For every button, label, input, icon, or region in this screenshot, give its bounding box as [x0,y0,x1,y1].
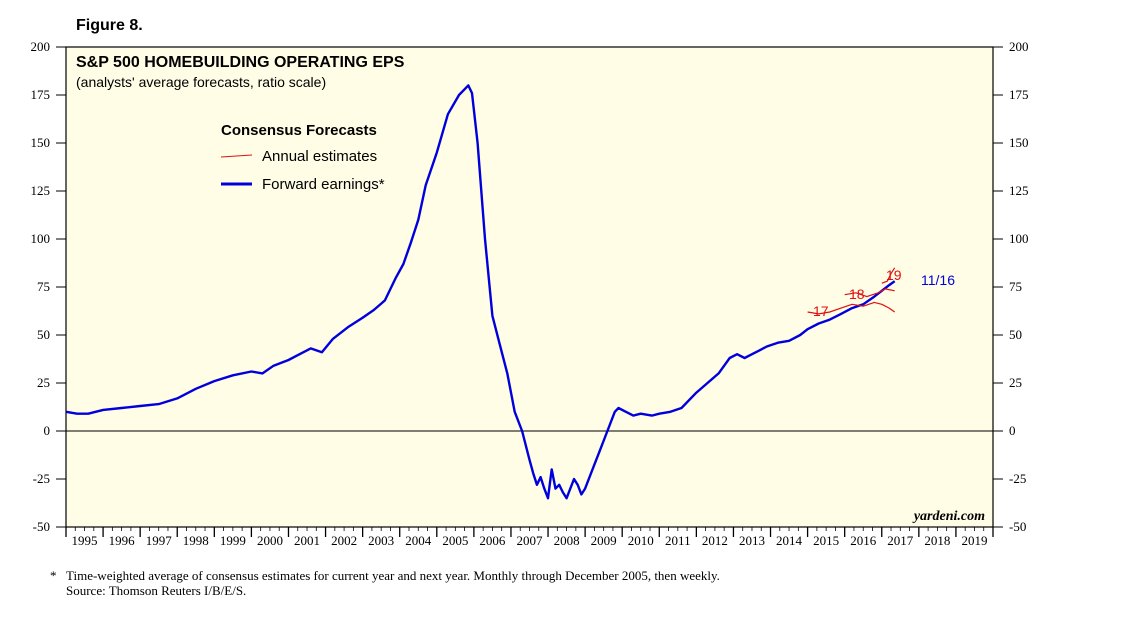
x-tick-label: 2000 [257,533,283,548]
series-line-annual-17 [807,301,896,315]
label-annual-19: 19 [886,267,902,283]
y-tick-label-left: 150 [31,135,51,150]
footnote-line: * Time-weighted average of consensus esti… [50,568,1050,583]
x-tick-label: 2016 [850,533,877,548]
y-tick-label-left: 0 [44,423,51,438]
x-tick-label: 2019 [961,533,987,548]
x-tick-label: 2002 [331,533,357,548]
y-axis-left: -50 -25 0 25 50 75 100 125 150 175 200 [31,39,66,534]
x-tick-label: 1998 [183,533,209,548]
y-tick-label-left: 25 [37,375,50,390]
label-annual-18: 18 [849,286,865,302]
y-tick-label-right: 200 [1009,39,1029,54]
x-tick-label: 2004 [405,533,432,548]
y-tick-label-left: 125 [31,183,51,198]
y-tick-label-right: 25 [1009,375,1022,390]
y-tick-label-left: 50 [37,327,50,342]
footnote-source: Source: Thomson Reuters I/B/E/S. [66,583,247,598]
series-line-annual-18 [844,288,895,298]
y-tick-label-right: -50 [1009,519,1026,534]
x-tick-label: 2003 [368,533,394,548]
y-tick-label-left: -25 [33,471,50,486]
x-tick-label: 2018 [924,533,950,548]
y-tick-label-right: 125 [1009,183,1029,198]
x-tick-label: 2014 [776,533,803,548]
x-tick-label: 2011 [665,533,691,548]
y-tick-label-left: 100 [31,231,51,246]
legend-label-forward: Forward earnings* [262,176,385,193]
x-tick-label: 1995 [72,533,98,548]
footnote-source-line: Source: Thomson Reuters I/B/E/S. [50,583,1050,598]
legend-label-annual: Annual estimates [262,148,377,165]
y-tick-label-right: 0 [1009,423,1016,438]
y-tick-label-right: 50 [1009,327,1022,342]
x-tick-label: 1997 [146,533,173,548]
x-tick-label: 2015 [813,533,839,548]
x-tick-label: 2001 [294,533,320,548]
x-tick-label: 2006 [479,533,506,548]
end-label-forward: 11/16 [921,272,955,288]
x-tick-label: 2008 [554,533,580,548]
x-tick-label: 2012 [702,533,728,548]
figure-label: Figure 8. [76,17,143,34]
y-tick-label-left: -50 [33,519,50,534]
chart-subtitle: (analysts' average forecasts, ratio scal… [76,74,326,90]
chart-title: S&P 500 HOMEBUILDING OPERATING EPS [76,54,405,71]
x-tick-label: 1996 [109,533,136,548]
y-tick-label-left: 200 [31,39,51,54]
x-tick-label: 2007 [517,533,544,548]
y-tick-label-right: 100 [1009,231,1029,246]
x-tick-label: 2013 [739,533,765,548]
legend-title: Consensus Forecasts [221,122,377,139]
series-line-annual-19 [881,267,896,284]
y-axis-right: -50 -25 0 25 50 75 100 125 150 175 200 [993,39,1029,534]
y-tick-label-right: 175 [1009,87,1029,102]
plot-area [65,46,994,528]
x-tick-label: 2009 [591,533,617,548]
series-line-forward-earnings [65,84,896,500]
x-tick-label: 2005 [442,533,468,548]
y-tick-label-right: 150 [1009,135,1029,150]
y-tick-label-left: 75 [37,279,50,294]
footnote: * Time-weighted average of consensus esti… [50,568,1050,598]
x-axis: 1995 1996 1997 1998 1999 2000 2001 2002 2003 2004… [65,527,994,548]
x-tick-label: 2010 [628,533,654,548]
y-tick-label-right: 75 [1009,279,1022,294]
series-group [65,84,896,500]
legend-swatch-annual [220,154,253,158]
legend: Consensus Forecasts Annual estimates For… [220,122,385,193]
footnote-marker: * [50,568,57,583]
footnote-text: Time-weighted average of consensus estim… [66,568,720,583]
y-tick-label-left: 175 [31,87,51,102]
y-tick-label-right: -25 [1009,471,1026,486]
watermark: yardeni.com [912,509,985,524]
x-tick-label: 1999 [220,533,246,548]
x-tick-label: 2017 [887,533,914,548]
label-annual-17: 17 [813,303,829,319]
